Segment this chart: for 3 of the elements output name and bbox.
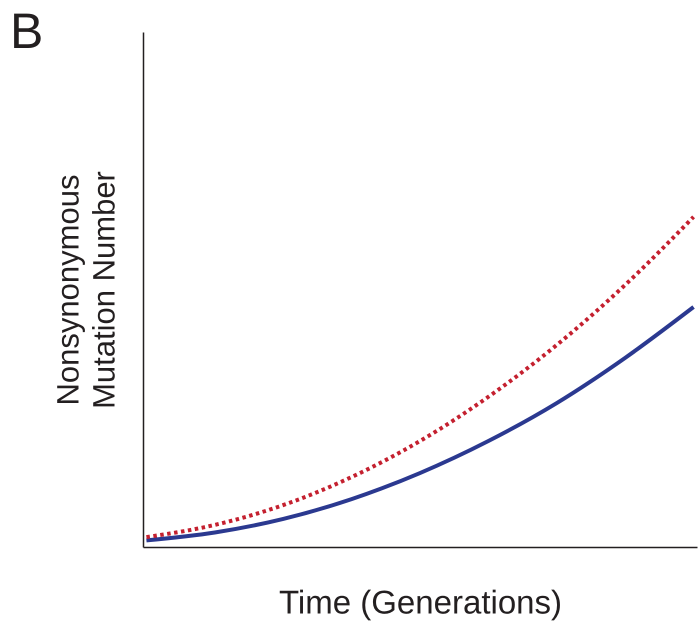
x-axis-title: Time (Generations): [278, 584, 562, 620]
text: B: [10, 3, 44, 59]
y-axis-title: Nonsynonymous Mutation Number: [50, 171, 122, 409]
